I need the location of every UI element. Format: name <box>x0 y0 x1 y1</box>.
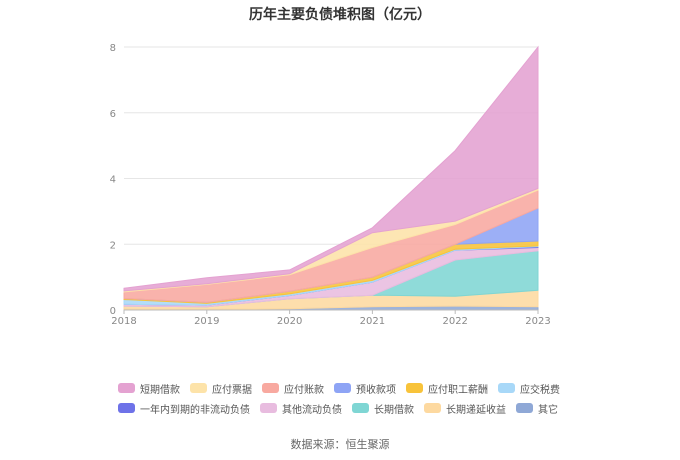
y-tick-label: 4 <box>110 175 116 186</box>
legend-swatch <box>516 403 533 413</box>
legend-item[interactable]: 应交税费 <box>498 381 560 396</box>
legend-label: 应交税费 <box>520 384 560 396</box>
x-tick-label: 2022 <box>442 316 467 327</box>
legend-item[interactable]: 应付账款 <box>262 381 324 396</box>
legend-swatch <box>118 383 135 393</box>
legend-label: 长期递延收益 <box>446 404 506 416</box>
legend-swatch <box>498 383 515 393</box>
legend-swatch <box>406 383 423 393</box>
legend-row: 一年内到期的非流动负债 其他流动负债 长期借款 长期递延收益 其它 <box>118 398 578 418</box>
legend-item[interactable]: 预收款项 <box>334 381 396 396</box>
legend-row: 短期借款 应付票据 应付账款 预收款项 应付职工薪酬 应交税费 <box>118 378 578 398</box>
legend-swatch <box>118 403 135 413</box>
legend-label: 应付账款 <box>284 384 324 396</box>
legend-swatch <box>424 403 441 413</box>
legend-label: 长期借款 <box>374 404 414 416</box>
legend-item[interactable]: 其他流动负债 <box>260 401 342 416</box>
chart-legend: 短期借款 应付票据 应付账款 预收款项 应付职工薪酬 应交税费一年内到期的非流动负债 其他流… <box>118 378 578 418</box>
y-tick-label: 8 <box>110 43 116 54</box>
x-tick-label: 2020 <box>277 316 302 327</box>
legend-swatch <box>334 383 351 393</box>
area-series <box>123 45 539 292</box>
legend-label: 一年内到期的非流动负债 <box>140 404 250 416</box>
legend-label: 应付票据 <box>212 384 252 396</box>
legend-item[interactable]: 短期借款 <box>118 381 180 396</box>
y-tick-label: 2 <box>110 240 116 251</box>
legend-swatch <box>262 383 279 393</box>
legend-swatch <box>190 383 207 393</box>
legend-item[interactable]: 长期递延收益 <box>424 401 506 416</box>
data-source-note: 数据来源：恒生聚源 <box>290 438 390 451</box>
legend-swatch <box>260 403 277 413</box>
legend-label: 预收款项 <box>356 384 396 396</box>
legend-label: 其他流动负债 <box>282 404 342 416</box>
legend-label: 短期借款 <box>140 384 180 396</box>
y-tick-label: 6 <box>110 109 116 120</box>
legend-label: 其它 <box>538 404 558 416</box>
x-tick-label: 2023 <box>525 316 550 327</box>
legend-item[interactable]: 一年内到期的非流动负债 <box>118 401 250 416</box>
legend-item[interactable]: 应付职工薪酬 <box>406 381 488 396</box>
y-tick-label: 0 <box>110 306 116 317</box>
legend-item[interactable]: 其它 <box>516 401 558 416</box>
chart-title: 历年主要负债堆积图（亿元） <box>249 7 431 23</box>
x-tick-label: 2019 <box>194 316 219 327</box>
legend-swatch <box>352 403 369 413</box>
legend-item[interactable]: 应付票据 <box>190 381 252 396</box>
legend-item[interactable]: 长期借款 <box>352 401 414 416</box>
x-tick-label: 2018 <box>111 316 136 327</box>
x-tick-label: 2021 <box>360 316 385 327</box>
legend-label: 应付职工薪酬 <box>428 384 488 396</box>
